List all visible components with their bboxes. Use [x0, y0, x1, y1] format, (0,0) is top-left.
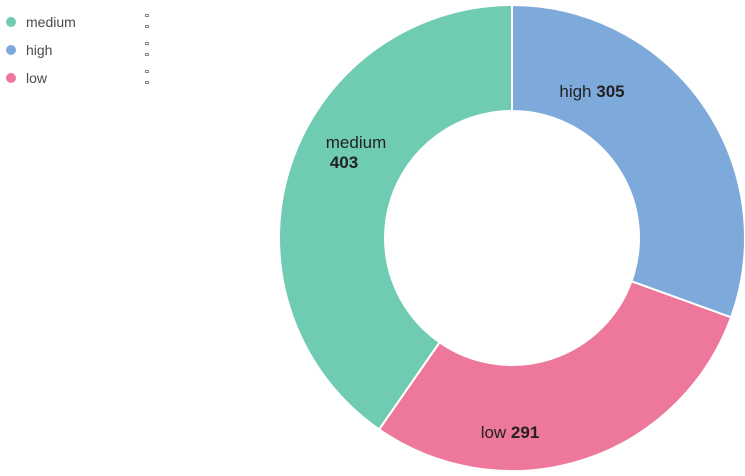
legend-item-high[interactable]: high [0, 36, 160, 64]
donut-slice-low[interactable] [377, 279, 733, 472]
legend-menu-icon[interactable] [144, 42, 150, 56]
legend-label-high: high [26, 42, 53, 58]
donut-slice-medium[interactable] [278, 3, 513, 431]
legend-menu-icon[interactable] [144, 14, 150, 28]
data-label-medium-name: medium [326, 133, 386, 152]
legend: medium high low [0, 8, 160, 92]
legend-menu-icon[interactable] [144, 70, 150, 84]
legend-item-medium[interactable]: medium [0, 8, 160, 36]
legend-swatch-medium [6, 17, 16, 27]
data-label-high: high 305 [559, 82, 624, 101]
legend-item-low[interactable]: low [0, 64, 160, 92]
legend-swatch-low [6, 73, 16, 83]
data-label-low: low 291 [481, 423, 540, 442]
legend-label-low: low [26, 70, 48, 86]
data-label-medium-value: 403 [330, 153, 358, 172]
legend-label-medium: medium [26, 14, 76, 30]
donut-slice-high[interactable] [511, 3, 745, 319]
legend-swatch-high [6, 45, 16, 55]
